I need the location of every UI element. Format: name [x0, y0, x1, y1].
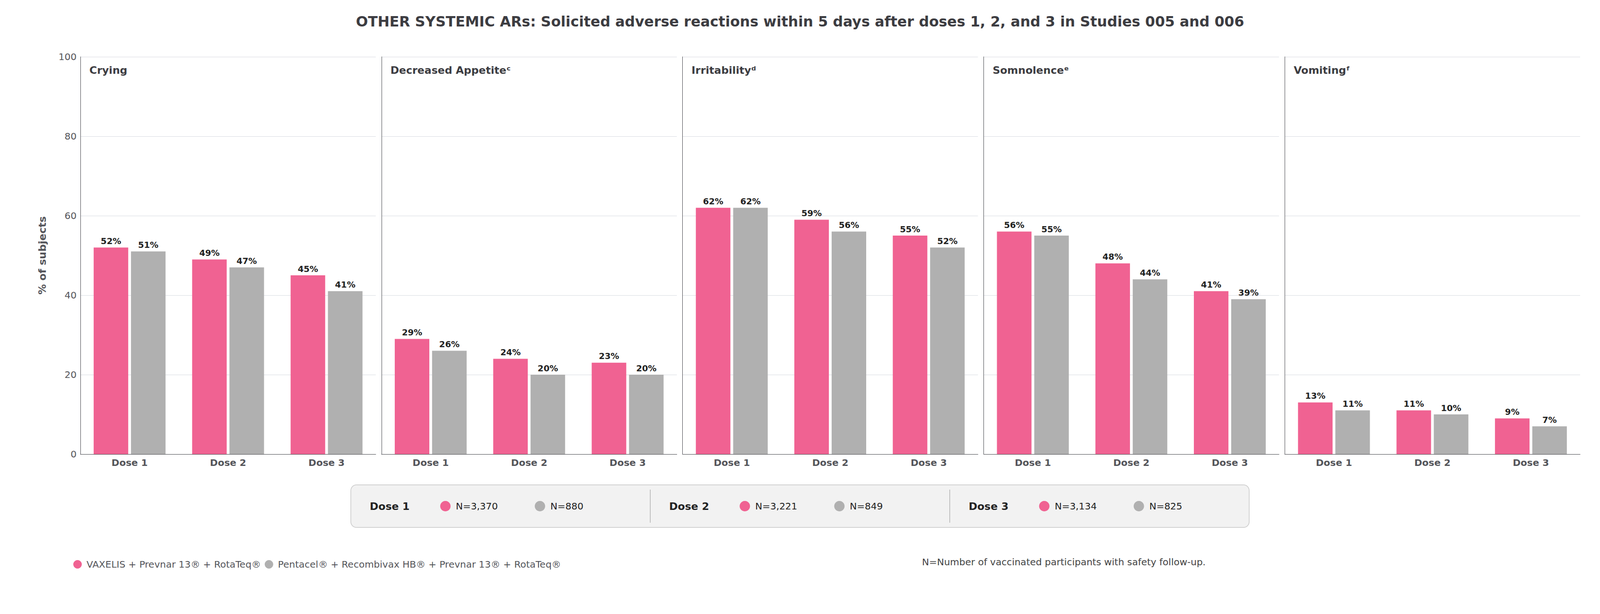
svg-text:Dose 2: Dose 2: [812, 456, 849, 469]
svg-text:45%: 45%: [297, 263, 319, 274]
svg-text:N=3,134: N=3,134: [1054, 500, 1097, 512]
svg-text:Dose 3: Dose 3: [609, 456, 646, 469]
svg-text:N=Number of vaccinated partici: N=Number of vaccinated participants with…: [921, 556, 1206, 568]
svg-text:41%: 41%: [335, 279, 356, 290]
svg-text:Dose 3: Dose 3: [1513, 456, 1550, 469]
svg-text:Dose 1: Dose 1: [1014, 456, 1052, 469]
svg-text:Dose 1: Dose 1: [111, 456, 148, 469]
svg-text:51%: 51%: [138, 239, 159, 250]
svg-text:Dose 3: Dose 3: [308, 456, 345, 469]
svg-text:29%: 29%: [401, 327, 423, 338]
svg-text:VAXELIS + Prevnar 13® + RotaTe: VAXELIS + Prevnar 13® + RotaTeq®: [86, 558, 261, 570]
svg-text:60: 60: [64, 209, 77, 222]
svg-text:N=3,370: N=3,370: [455, 500, 498, 512]
svg-text:44%: 44%: [1139, 267, 1161, 278]
svg-text:Vomitingᶠ: Vomitingᶠ: [1293, 64, 1350, 77]
svg-text:40: 40: [64, 289, 77, 301]
svg-text:24%: 24%: [500, 347, 521, 357]
svg-text:56%: 56%: [1004, 219, 1025, 230]
svg-text:Dose 3: Dose 3: [1211, 456, 1249, 469]
svg-text:9%: 9%: [1504, 406, 1520, 417]
svg-text:23%: 23%: [598, 350, 619, 361]
svg-text:80: 80: [64, 130, 77, 142]
svg-text:Irritabilityᵈ: Irritabilityᵈ: [691, 64, 757, 77]
svg-text:Dose 2: Dose 2: [209, 456, 247, 469]
svg-text:Dose 1: Dose 1: [1315, 456, 1353, 469]
svg-text:0: 0: [70, 448, 77, 460]
svg-text:Dose 3: Dose 3: [910, 456, 948, 469]
svg-text:Dose 2: Dose 2: [511, 456, 548, 469]
svg-text:Dose 3: Dose 3: [968, 500, 1009, 513]
svg-text:62%: 62%: [703, 196, 724, 207]
svg-text:Crying: Crying: [89, 64, 128, 77]
svg-text:59%: 59%: [801, 208, 822, 218]
svg-text:41%: 41%: [1200, 279, 1222, 290]
svg-text:Dose 1: Dose 1: [713, 456, 750, 469]
svg-text:OTHER SYSTEMIC ARs: Solicited: OTHER SYSTEMIC ARs: Solicited adverse re…: [356, 13, 1245, 30]
svg-text:Decreased Appetiteᶜ: Decreased Appetiteᶜ: [390, 64, 511, 77]
svg-text:11%: 11%: [1403, 398, 1425, 409]
svg-text:N=825: N=825: [1149, 500, 1183, 512]
svg-text:20%: 20%: [537, 363, 558, 374]
svg-text:52%: 52%: [100, 235, 122, 246]
svg-text:Somnolenceᵉ: Somnolenceᵉ: [992, 64, 1069, 77]
svg-text:Dose 2: Dose 2: [669, 500, 709, 513]
svg-text:62%: 62%: [740, 196, 761, 207]
svg-text:Dose 1: Dose 1: [369, 500, 410, 513]
svg-text:Dose 2: Dose 2: [1414, 456, 1451, 469]
svg-text:49%: 49%: [199, 247, 220, 258]
svg-text:Dose 2: Dose 2: [1113, 456, 1150, 469]
svg-text:56%: 56%: [838, 219, 860, 230]
svg-text:10%: 10%: [1441, 402, 1462, 413]
svg-text:Dose 1: Dose 1: [412, 456, 450, 469]
svg-text:55%: 55%: [1041, 224, 1062, 235]
svg-text:20%: 20%: [635, 363, 657, 374]
svg-text:47%: 47%: [236, 255, 257, 266]
svg-text:N=849: N=849: [849, 500, 883, 512]
svg-text:39%: 39%: [1238, 287, 1259, 298]
svg-text:N=3,221: N=3,221: [755, 500, 798, 512]
svg-text:% of subjects: % of subjects: [36, 216, 49, 295]
svg-text:7%: 7%: [1542, 414, 1557, 425]
svg-text:100: 100: [58, 51, 77, 63]
svg-text:52%: 52%: [937, 235, 958, 246]
svg-text:20: 20: [64, 368, 77, 381]
svg-text:48%: 48%: [1102, 251, 1123, 262]
svg-text:11%: 11%: [1342, 398, 1363, 409]
svg-text:26%: 26%: [439, 339, 460, 349]
svg-text:55%: 55%: [899, 224, 921, 235]
svg-text:13%: 13%: [1304, 390, 1326, 401]
svg-text:N=880: N=880: [550, 500, 584, 512]
svg-text:Pentacel® + Recombivax HB® + P: Pentacel® + Recombivax HB® + Prevnar 13®…: [278, 558, 562, 570]
